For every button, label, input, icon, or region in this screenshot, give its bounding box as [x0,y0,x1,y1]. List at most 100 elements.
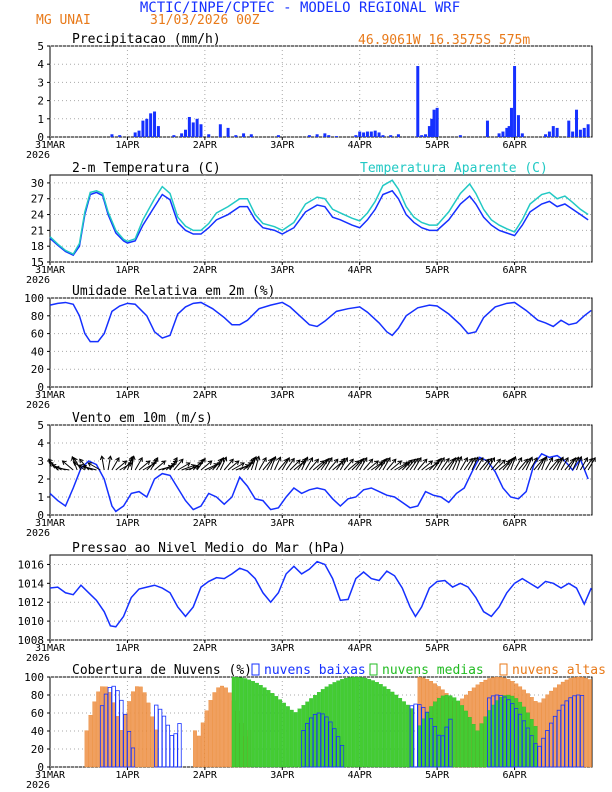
wind-arrow [250,456,257,471]
precip-bar [307,135,311,137]
wind-arrow [297,458,307,471]
y-tick-label: 5 [37,40,44,53]
cloud-mid-bar [344,678,348,768]
wind-arrow [351,459,363,471]
cloud-mid-bar [255,682,259,768]
wind-arrow [436,457,445,471]
cloud-mid-bar [409,708,414,768]
precip-bar [505,127,509,137]
x-tick-label: 5APR [425,265,450,276]
x-year-label: 2026 [26,400,50,411]
cloud-high-bar [580,677,585,768]
cloud-mid-bar [487,710,492,768]
cloud-mid-bar [286,706,290,768]
y-tick-label: 1012 [18,596,45,609]
wind-arrow-head [138,457,143,462]
cloud-high-bar [220,685,224,768]
wind-arrow [336,458,345,471]
cloud-high-bar [138,686,143,768]
wind-arrow [115,460,127,471]
wind-arrow-head [457,455,463,461]
cloud-mid-bar [316,692,321,768]
precip-bar [544,134,548,137]
cloud-high-bar [208,700,213,768]
cloud-mid-bar [270,693,275,768]
panel-frame [49,297,593,388]
wind-arrow [371,461,384,471]
x-tick-label: 4APR [348,770,373,781]
wind-arrow [533,458,544,471]
wind-arrow-head [295,459,301,465]
cloud-low-bar [169,735,174,768]
wind-arrow-head [340,457,346,463]
wind-arrow-head [78,463,84,469]
wind-arrow-head [276,456,282,462]
wind-arrow [510,456,516,471]
wind-arrow [223,458,234,471]
panel-frame [49,174,593,263]
wind-arrow-head [548,457,554,462]
y-tick-label: 2 [37,95,44,108]
panel-temp: 15 18 21 24 27 30 31MAR 1APR 2APR 3APR 4APR 5APR 6AP… [26,161,593,286]
wind-arrow [204,463,218,471]
cloud-mid-bar [502,695,507,768]
wind-arrow [549,458,559,471]
cloud-mid-bar [406,704,410,768]
wind-arrow [165,460,178,471]
wind-arrow [440,458,450,471]
wind-arrow-head [454,456,460,462]
wind-arrow-head [240,462,245,467]
x-year-label: 2026 [26,150,50,161]
cloud-mid-bar [522,706,526,768]
wind-arrow-head [391,458,397,464]
x-tick-label: 31MAR [35,265,66,276]
precip-bar [184,129,187,137]
wind-arrow-head [543,455,548,461]
cloud-high-bar [560,681,565,768]
wind-arrow [444,458,455,471]
cloud-mid-bar [309,698,314,768]
wind-arrow [378,458,388,471]
precip-bar [195,118,199,137]
wind-arrow-head [517,457,523,462]
wind-arrow-head [262,457,267,462]
y-tick-label: 3 [37,455,44,468]
cloud-mid-bar [251,681,255,768]
cloud-mid-bar [359,677,364,768]
cloud-high-bar [564,679,569,768]
y-tick-label: 24 [31,209,45,222]
cloud-mid-bar [506,694,511,768]
run-date: 31/03/2026 00Z [150,13,260,28]
panel-rh: 0 20 40 60 80 100 31MAR 1APR 2APR 3APR 4APR 5APR 6AP… [24,284,593,411]
wind-arrow-head [487,457,493,463]
legend-apparent-temp: Temperatura Aparente (C) [360,161,548,176]
precip-bar [377,132,381,137]
wind-arrow [309,458,319,471]
precip-bar [586,124,590,137]
precip-bar [509,107,513,137]
x-tick-label: 2APR [193,140,218,151]
cloud-mid-bar [313,695,317,768]
wind-arrow [227,460,240,471]
cloud-mid-bar [467,717,472,768]
precip-bar [172,135,176,137]
wind-arrow [181,464,195,471]
precip-bar [199,124,203,137]
cloud-low-bar [130,747,136,768]
wind-arrow-head [201,457,206,463]
wind-arrow-head [333,458,339,464]
wind-arrow-head [468,457,473,463]
legend-label: nuvens altas [512,663,606,678]
wind-arrow [432,458,442,471]
cloud-high-bar [196,735,201,768]
cloud-high-bar [84,730,89,768]
cloud-mid-bar [421,718,426,768]
precip-bar [133,132,137,137]
wind-arrow-head [178,458,184,464]
precip-bar [507,126,511,137]
cloud-high-bar [553,687,557,768]
cloud-mid-bar [479,723,484,768]
cloud-mid-bar [367,678,372,768]
x-year-label: 2026 [26,653,50,664]
